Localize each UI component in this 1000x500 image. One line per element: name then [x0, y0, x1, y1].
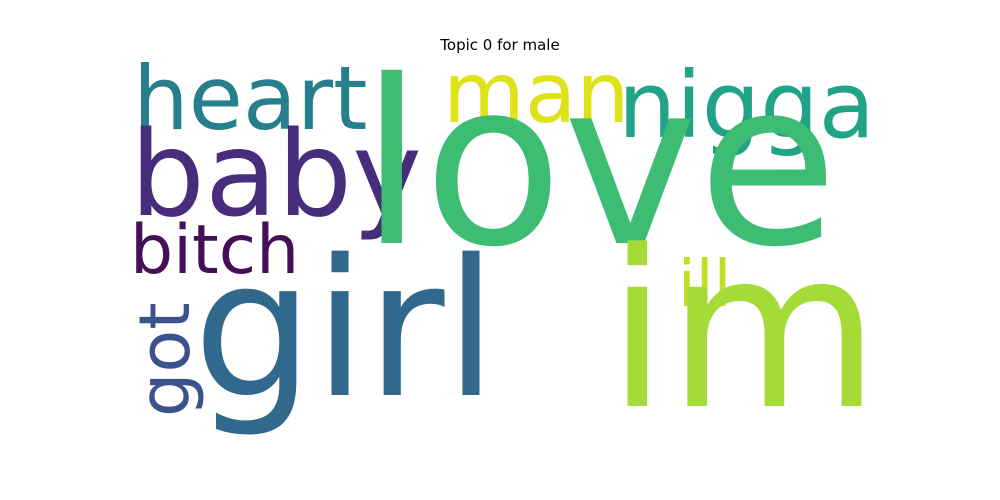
figure-title: Topic 0 for male — [440, 36, 560, 54]
word-got: got — [125, 302, 206, 417]
word-man: man — [443, 55, 630, 142]
word-baby: baby — [130, 105, 422, 243]
word-im: im — [607, 205, 875, 450]
word-heart: heart — [133, 55, 368, 150]
word-cloud: heart man nigga baby bitch love ill got … — [125, 55, 875, 450]
word-nigga: nigga — [618, 55, 875, 159]
word-girl: girl — [193, 219, 498, 440]
word-ill: ill — [678, 248, 732, 322]
word-love: love — [360, 55, 839, 297]
word-bitch: bitch — [130, 211, 300, 290]
